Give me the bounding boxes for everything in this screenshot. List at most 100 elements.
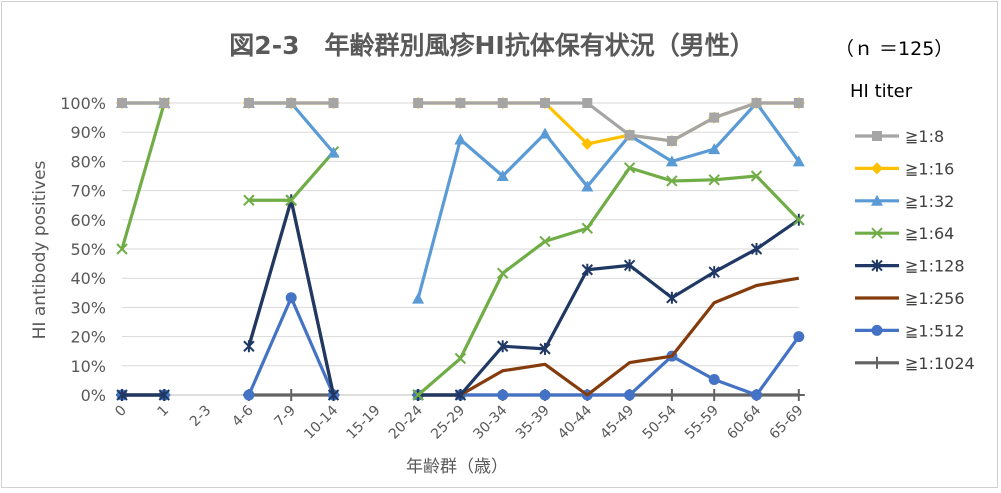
series-2 [116,97,805,304]
legend-label: ≧1:32 [905,192,954,211]
marker-diamond [871,162,883,175]
marker-star [327,389,340,401]
marker-x [539,235,551,248]
series-6 [116,292,805,401]
gridlines [122,102,799,396]
x-tick-label: 20-24 [386,402,426,442]
marker-circle [793,331,805,343]
marker-star [243,340,255,353]
marker-plus [285,389,298,401]
marker-circle [285,292,297,304]
y-tick-label: 40% [70,269,106,288]
series-line [418,218,800,397]
marker-plus [665,389,678,401]
y-tick-label: 10% [70,357,106,376]
series-line [418,335,801,397]
x-tick-label: 30-34 [470,402,510,442]
marker-x [116,243,128,255]
marker-circle [624,389,636,401]
legend-item: ≧1:128 [855,257,965,276]
marker-triangle [539,127,551,139]
y-tick-label: 90% [70,123,106,142]
marker-x [666,175,678,187]
marker-star [623,259,636,272]
marker-x [708,174,720,186]
legend-item: ≧1:16 [855,159,954,178]
marker-square [413,98,424,108]
marker-circle [751,389,762,401]
series-line [120,102,166,250]
marker-plus [871,356,883,369]
marker-square [666,135,677,146]
legend-label: ≧1:16 [905,159,954,178]
marker-x [496,267,509,279]
legend-label: ≧1:512 [905,321,965,340]
series-line [417,166,800,397]
y-tick-label: 80% [70,152,106,171]
marker-triangle [665,155,678,167]
marker-plus [792,389,805,401]
x-tick-label: 50-54 [640,402,680,442]
x-tick-label: 2-3 [187,403,214,430]
y-axis-label: HI antibody positives [30,160,50,339]
legend-title: HI titer [850,81,913,102]
marker-square [117,98,127,108]
y-tick-label: 60% [70,211,106,230]
x-tick-label: 40-44 [555,402,595,442]
marker-square [286,98,297,108]
legend-item: ≧1:64 [855,224,954,243]
marker-triangle [581,180,594,192]
marker-circle [871,324,883,336]
marker-star [496,340,509,353]
x-tick-label: 15-19 [344,403,384,443]
marker-x [243,194,255,206]
marker-triangle [327,146,340,158]
legend-item: ≧1:1024 [855,354,975,373]
y-tick-label: 20% [70,328,106,347]
chart-title: 図2-3 年齢群別風疹HI抗体保有状況（男性） [229,31,754,60]
x-tick-label: 45-49 [597,403,637,443]
marker-plus [708,389,721,401]
marker-star [871,259,883,272]
legend: ≧1:8 ≧1:16 ≧1:32 ≧1:64 ≧1:128 ≧1:256 ≧1:512 ≧1:… [855,127,975,373]
marker-square [540,98,550,108]
x-tick-label: 25-29 [428,403,468,443]
legend-label: ≧1:128 [905,257,965,276]
marker-star [116,389,128,401]
marker-square [328,98,339,108]
x-tick-label: 65-69 [767,403,807,443]
marker-triangle [412,292,425,304]
y-tick-label: 0% [81,386,106,405]
marker-x [750,170,763,182]
legend-item: ≧1:512 [855,321,965,340]
marker-x [793,214,805,226]
marker-diamond [581,137,594,150]
marker-square [243,98,254,108]
marker-triangle [454,133,467,145]
x-tick-label: 4-6 [229,402,257,430]
marker-x [454,352,467,365]
marker-x [285,194,297,206]
marker-x [623,162,636,174]
marker-square [159,98,170,108]
series-line [416,101,801,300]
y-tick-label: 100% [60,94,106,113]
marker-circle [708,374,720,386]
marker-star [454,389,467,401]
series-lines [116,97,805,401]
marker-square [624,130,635,141]
legend-item: ≧1:256 [855,289,965,308]
y-tick-label: 70% [70,182,106,201]
marker-circle [243,389,255,401]
x-tick-label: 60-64 [724,402,764,442]
x-tick-label: 1 [155,403,173,421]
marker-circle [539,389,551,401]
marker-triangle [496,170,509,181]
series-4 [116,194,805,401]
marker-star [539,342,551,355]
series-line [418,101,799,143]
y-tick-label: 30% [70,298,106,317]
marker-star [158,389,171,401]
